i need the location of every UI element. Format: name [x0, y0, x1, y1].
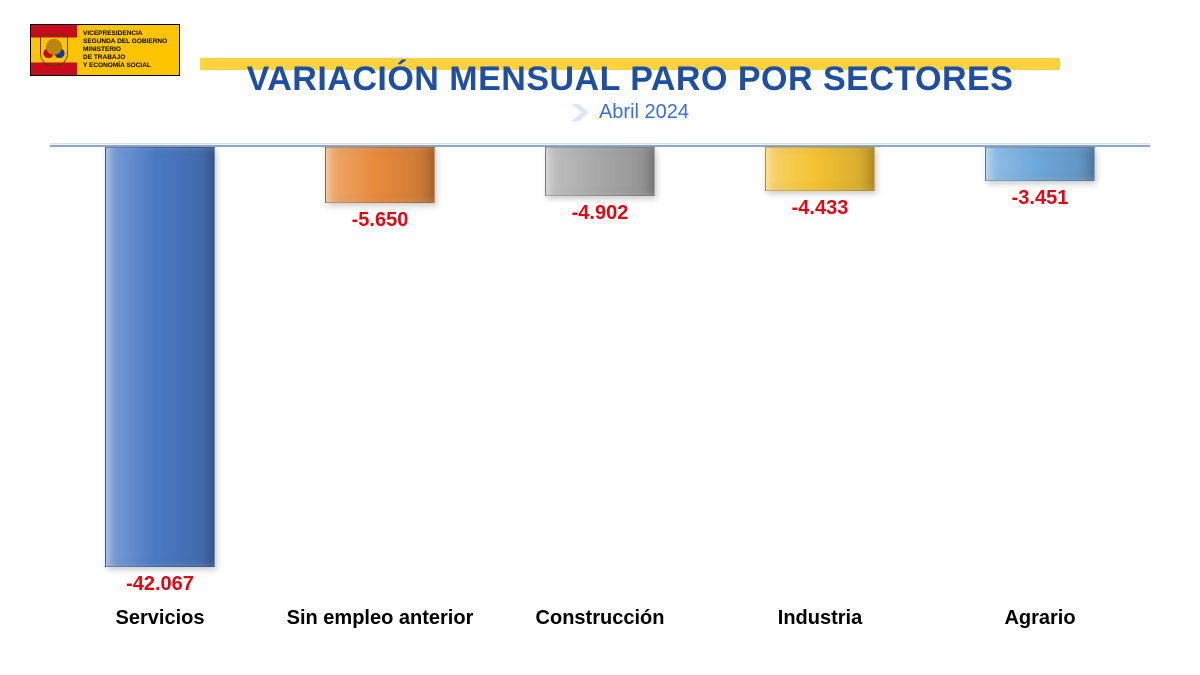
page-subtitle: Abril 2024	[599, 101, 689, 124]
category-label-0: Servicios	[50, 607, 270, 630]
bar-value-0: -42.067	[126, 573, 194, 596]
page-title: VARIACIÓN MENSUAL PARO POR SECTORES	[200, 60, 1060, 99]
bar-value-3: -4.433	[792, 197, 849, 220]
slide-root: Vicepresidencia Segunda del Gobierno Min…	[0, 0, 1200, 675]
gov-logo: Vicepresidencia Segunda del Gobierno Min…	[30, 24, 180, 76]
coat-of-arms-icon	[40, 34, 68, 66]
bar-4	[985, 147, 1095, 181]
ministry-line-5: y Economía Social	[83, 62, 173, 70]
category-label-4: Agrario	[930, 607, 1150, 630]
bar-col-1: -5.650	[270, 147, 490, 597]
ministry-line-2: Segunda del Gobierno	[83, 38, 173, 46]
title-block: VARIACIÓN MENSUAL PARO POR SECTORES Abri…	[200, 58, 1060, 124]
bar-col-0: -42.067	[50, 147, 270, 597]
bar-2	[545, 147, 655, 196]
category-label-3: Industria	[710, 607, 930, 630]
ministry-text: Vicepresidencia Segunda del Gobierno Min…	[77, 25, 179, 75]
bars-container: -42.067 -5.650 -4.902 -4.433 -3.451	[50, 147, 1150, 597]
category-axis: ServiciosSin empleo anteriorConstrucción…	[50, 607, 1150, 630]
spain-flag-icon	[31, 25, 77, 75]
sector-bar-chart: -42.067 -5.650 -4.902 -4.433 -3.451 Servicio…	[50, 145, 1150, 655]
bar-col-4: -3.451	[930, 147, 1150, 597]
ministry-line-1: Vicepresidencia	[83, 30, 173, 38]
category-label-2: Construcción	[490, 607, 710, 630]
chevron-right-icon	[571, 104, 589, 122]
bar-value-1: -5.650	[352, 209, 409, 232]
bar-1	[325, 147, 435, 203]
bar-0	[105, 147, 215, 567]
ministry-line-4: de Trabajo	[83, 54, 173, 62]
subtitle-row: Abril 2024	[200, 101, 1060, 124]
bar-3	[765, 147, 875, 191]
bar-col-3: -4.433	[710, 147, 930, 597]
category-label-1: Sin empleo anterior	[270, 607, 490, 630]
bar-value-2: -4.902	[572, 202, 629, 225]
ministry-line-3: Ministerio	[83, 46, 173, 54]
bar-value-4: -3.451	[1012, 187, 1069, 210]
bar-col-2: -4.902	[490, 147, 710, 597]
